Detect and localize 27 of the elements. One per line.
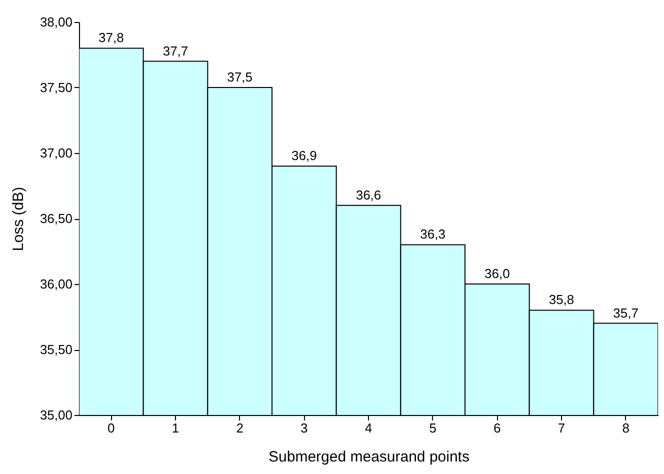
data-label: 37,7 (162, 43, 188, 58)
data-label: 35,7 (613, 305, 638, 320)
y-tick-label: 36,00 (40, 276, 72, 292)
x-tick-label: 2 (236, 420, 244, 436)
x-tick-label: 7 (558, 420, 566, 436)
y-axis-title: Loss (dB) (10, 186, 27, 252)
data-label: 36,3 (420, 226, 446, 242)
y-tick-label: 37,00 (40, 146, 72, 160)
x-tick-label: 6 (494, 420, 501, 436)
y-tick-label: 35,00 (40, 408, 72, 422)
y-tick-label: 37,50 (40, 80, 72, 95)
x-tick-label: 4 (364, 420, 372, 436)
data-label: 35,8 (548, 292, 574, 308)
y-tick-label: 35,50 (40, 342, 72, 357)
data-label: 36,9 (292, 148, 317, 164)
data-label: 36,6 (356, 187, 382, 202)
x-tick-label: 0 (108, 420, 115, 436)
x-tick-label: 1 (172, 420, 180, 436)
data-label: 37,5 (227, 70, 252, 84)
x-axis-title: Submerged measurand points (268, 448, 470, 466)
x-tick-label: 5 (429, 420, 436, 436)
y-tick-label: 36,50 (40, 211, 72, 226)
data-label: 37,8 (98, 30, 124, 46)
data-label: 36,0 (484, 266, 510, 281)
x-tick-label: 3 (300, 420, 308, 436)
x-tick-label: 8 (622, 420, 630, 436)
y-tick-label: 38,00 (40, 14, 72, 30)
